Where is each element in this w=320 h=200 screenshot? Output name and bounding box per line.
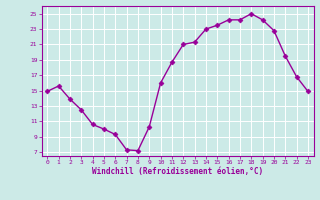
X-axis label: Windchill (Refroidissement éolien,°C): Windchill (Refroidissement éolien,°C) (92, 167, 263, 176)
